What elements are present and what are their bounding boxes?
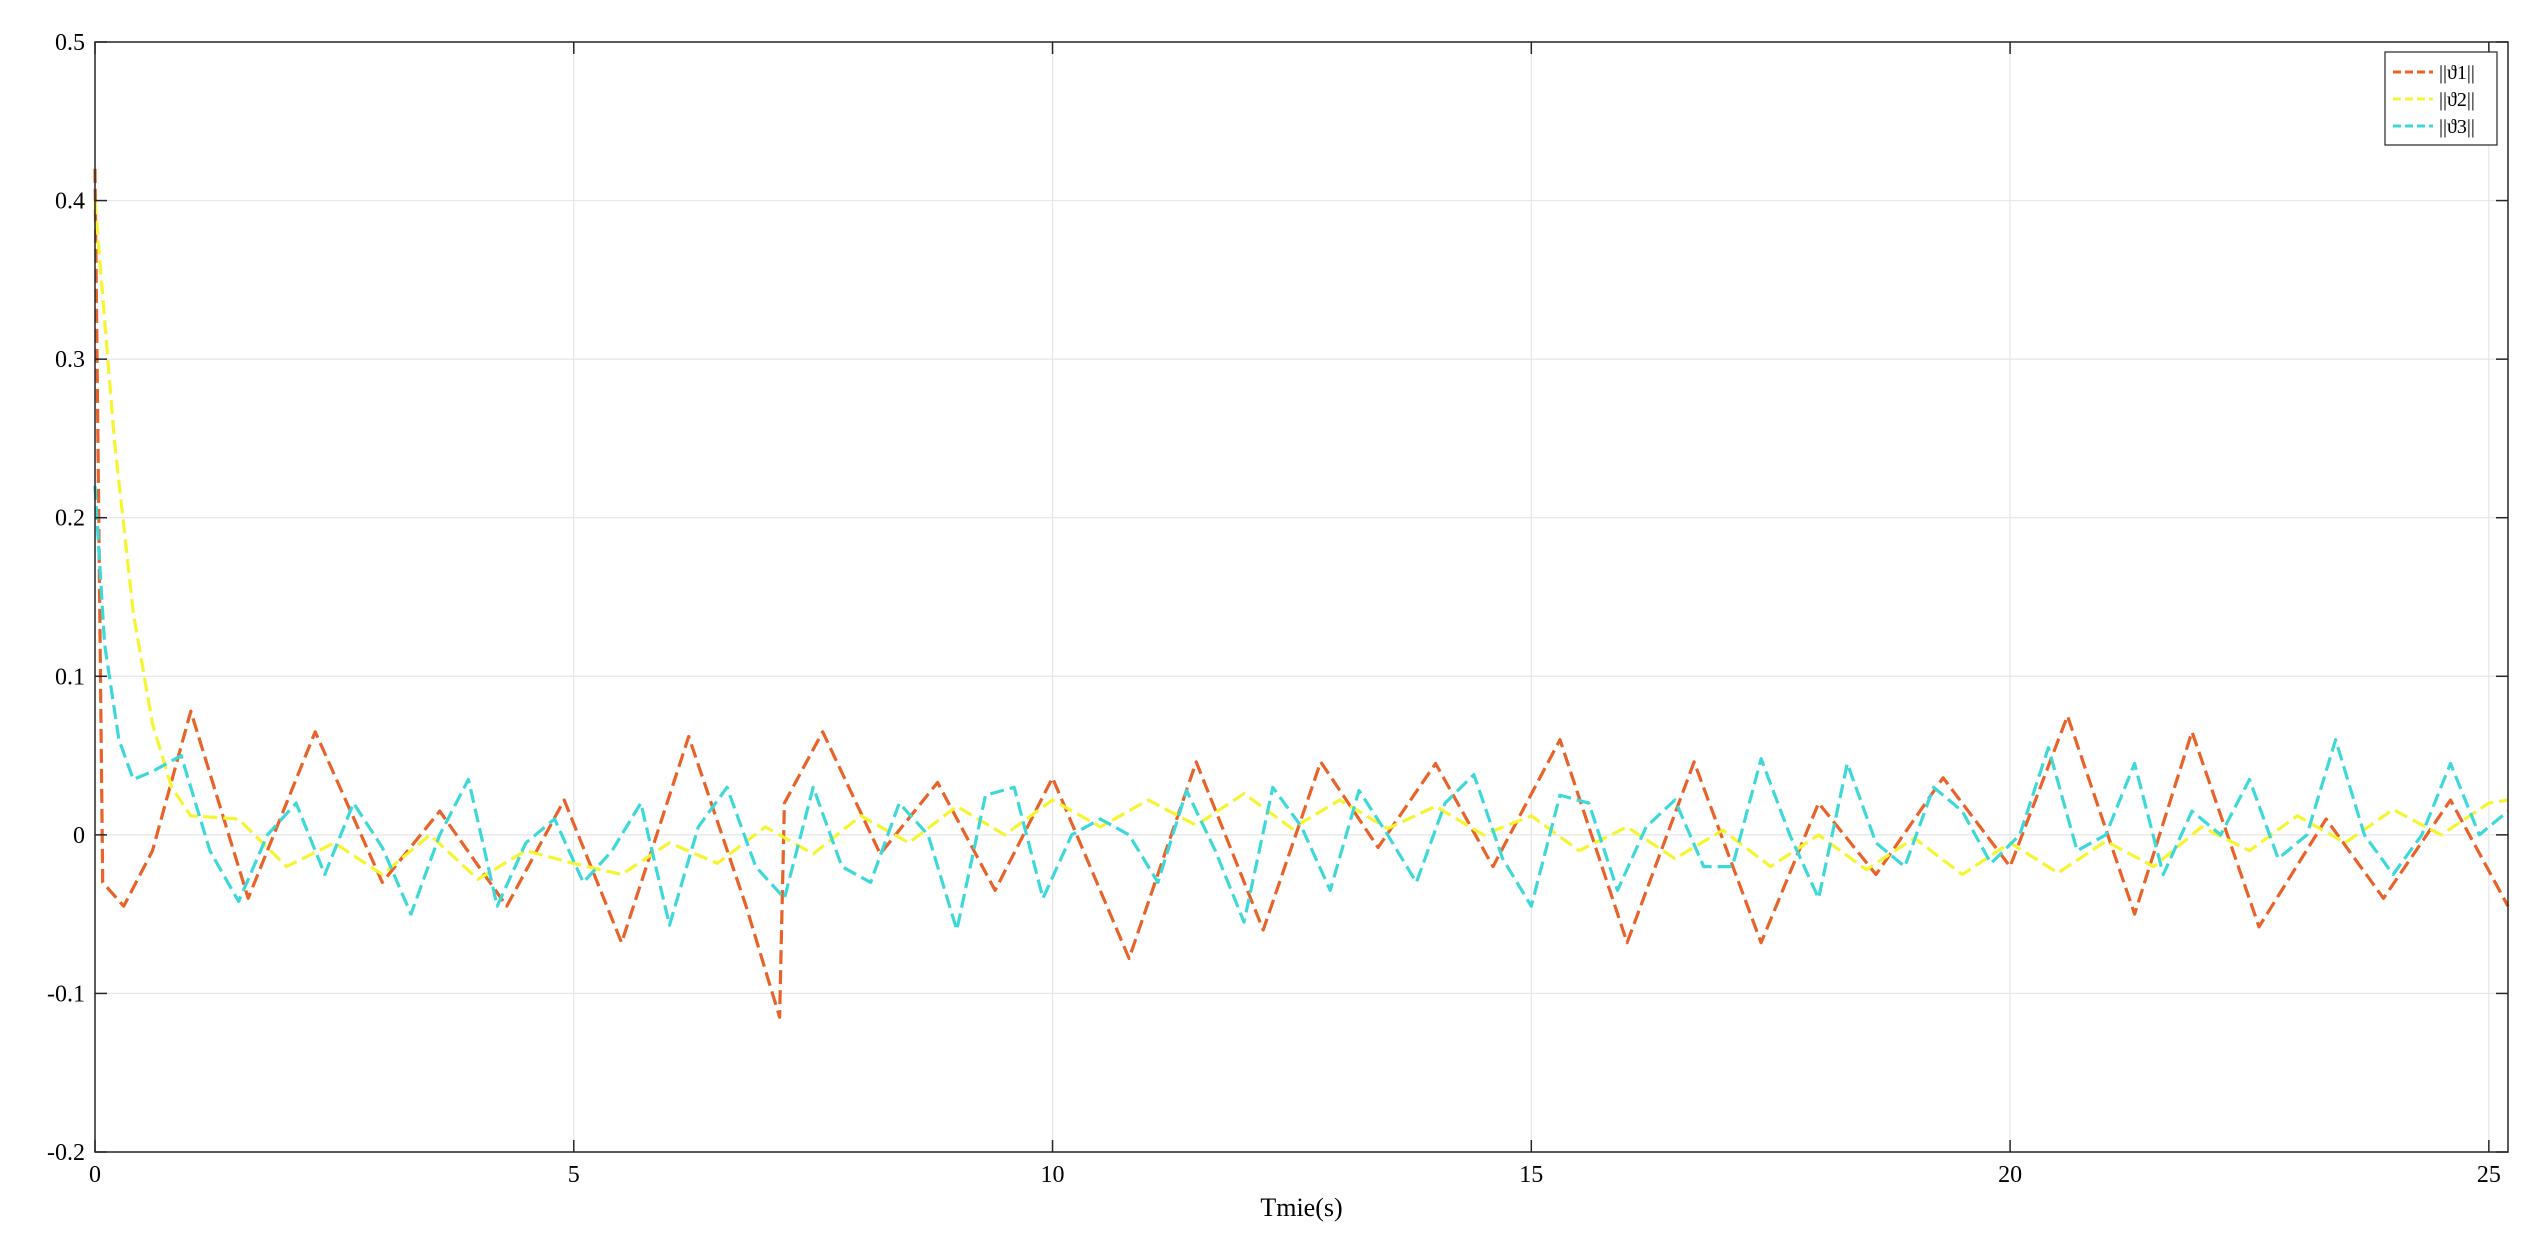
- x-tick-label: 10: [1041, 1162, 1065, 1188]
- x-tick-label: 15: [1519, 1162, 1543, 1188]
- series-line-1: [93, 168, 2510, 1019]
- x-axis-label: Tmie(s): [1260, 1193, 1342, 1222]
- y-tick-label: 0.3: [55, 347, 85, 373]
- legend-label-1: ||ϑ1||: [2439, 62, 2475, 84]
- series-line-2: [93, 200, 2509, 881]
- x-tick-label: 20: [1998, 1162, 2022, 1188]
- series-layer: [93, 168, 2510, 1019]
- y-tick-label: -0.1: [47, 981, 85, 1007]
- ticks: 0 5 10 15 20 25 -0.2 -0.1 0 0.1 0.2 0.3 0.4 0.5: [47, 30, 2508, 1188]
- y-tick-label: 0.1: [55, 664, 85, 690]
- series-line-3: [93, 485, 2510, 932]
- legend-label-3: ||ϑ3||: [2439, 116, 2475, 138]
- y-tick-label: 0.4: [55, 189, 85, 215]
- plot-frame: [94, 41, 2509, 1153]
- legend-box: [2384, 51, 2498, 146]
- y-tick-label: 0.5: [55, 30, 85, 56]
- y-tick-label: 0.2: [55, 506, 85, 532]
- y-tick-label: 0: [73, 823, 85, 849]
- y-tick-label: -0.2: [47, 1140, 85, 1166]
- x-tick-label: 0: [89, 1162, 101, 1188]
- legend: ||ϑ1|| ||ϑ2|| ||ϑ3||: [2384, 51, 2498, 146]
- legend-label-2: ||ϑ2||: [2439, 89, 2475, 111]
- x-tick-label: 25: [2477, 1162, 2501, 1188]
- x-tick-label: 5: [568, 1162, 580, 1188]
